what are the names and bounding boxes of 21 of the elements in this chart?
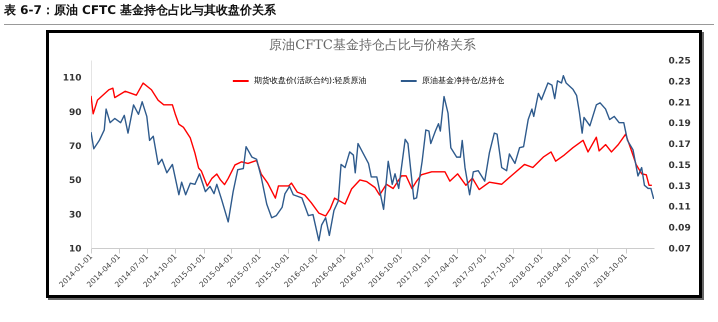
chart-subtitle: 原油CFTC基金持仓占比与价格关系 [269,38,476,53]
y2-tick-label: 0.13 [668,182,691,192]
y2-tick-label: 0.23 [668,77,691,88]
y-tick-label: 50 [68,176,82,186]
y2-tick-label: 0.21 [668,98,691,108]
y-tick-label: 10 [68,244,82,254]
y2-tick-label: 0.09 [668,224,691,234]
y-tick-label: 70 [68,142,82,152]
chart-title: 表 6-7：原油 CFTC 基金持仓占比与其收盘价关系 [4,2,276,19]
y2-tick-label: 0.07 [668,244,691,254]
y2-tick-label: 0.15 [668,160,691,171]
y2-tick-label: 0.25 [668,56,691,66]
y2-tick-label: 0.11 [668,202,691,213]
line-series [91,74,654,242]
y-tick-label: 110 [62,74,82,84]
y2-tick-label: 0.17 [668,140,691,150]
legend-label: 原油基金净持仓/总持仓 [422,76,504,85]
y2-tick-label: 0.19 [668,119,691,130]
y-tick-label: 30 [68,210,82,220]
legend-label: 期货收盘价(活跃合约):轻质原油 [254,76,367,85]
y-tick-label: 90 [68,108,82,118]
